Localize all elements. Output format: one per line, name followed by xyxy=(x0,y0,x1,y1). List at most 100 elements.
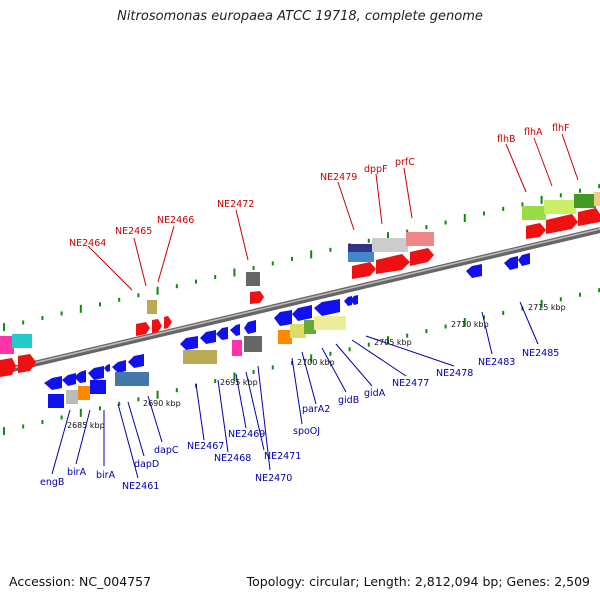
gene-block[interactable] xyxy=(594,192,600,206)
tick-mark xyxy=(41,315,44,320)
gene-block[interactable] xyxy=(522,206,546,220)
gene-arrow[interactable] xyxy=(136,322,150,336)
gene-arrow[interactable] xyxy=(230,324,240,336)
gene-label[interactable]: prfC xyxy=(395,157,415,168)
gene-block[interactable] xyxy=(246,272,260,286)
gene-label[interactable]: flhA xyxy=(524,127,543,138)
gene-arrow[interactable] xyxy=(104,364,110,372)
gene-block[interactable] xyxy=(278,330,292,344)
gene-arrow[interactable] xyxy=(180,336,198,350)
tick-mark xyxy=(559,297,562,302)
gene-label[interactable]: engB xyxy=(40,477,64,488)
gene-block[interactable] xyxy=(348,244,374,254)
gene-arrow[interactable] xyxy=(44,376,62,390)
gene-arrow[interactable] xyxy=(0,358,16,377)
gene-block[interactable] xyxy=(48,394,64,408)
forward-tick-track xyxy=(3,184,600,332)
gene-label[interactable]: gidA xyxy=(364,388,386,399)
gene-block[interactable] xyxy=(115,372,149,386)
gene-block[interactable] xyxy=(544,200,576,214)
gene-label[interactable]: NE2468 xyxy=(214,453,251,464)
gene-block[interactable] xyxy=(348,252,374,262)
gene-label[interactable]: NE2461 xyxy=(122,481,159,492)
gene-arrow[interactable] xyxy=(274,310,292,326)
gene-arrow[interactable] xyxy=(344,296,352,306)
gene-block[interactable] xyxy=(232,340,242,356)
gene-block[interactable] xyxy=(78,386,90,400)
gene-label[interactable]: flhF xyxy=(552,123,569,134)
gene-arrow[interactable] xyxy=(410,248,434,266)
gene-label[interactable]: NE2465 xyxy=(115,226,152,237)
gene-arrow[interactable] xyxy=(88,366,104,380)
gene-arrow[interactable] xyxy=(152,319,162,333)
gene-block[interactable] xyxy=(90,380,106,394)
gene-arrow[interactable] xyxy=(244,320,256,334)
gene-arrow[interactable] xyxy=(518,253,530,266)
gene-label[interactable]: birA xyxy=(96,470,116,481)
gene-label[interactable]: NE2464 xyxy=(69,238,106,249)
gene-arrow[interactable] xyxy=(578,208,600,226)
gene-arrow[interactable] xyxy=(164,316,172,329)
gene-arrow[interactable] xyxy=(314,299,340,316)
gene-label[interactable]: gidB xyxy=(338,395,359,406)
tick-mark xyxy=(367,342,370,347)
gene-arrow[interactable] xyxy=(18,354,36,373)
gene-label[interactable]: NE2467 xyxy=(187,441,224,452)
gene-arrow[interactable] xyxy=(250,291,264,304)
gene-arrow[interactable] xyxy=(526,223,546,239)
gene-label[interactable]: NE2471 xyxy=(264,451,301,462)
gene-label[interactable]: NE2483 xyxy=(478,357,515,368)
gene-block[interactable] xyxy=(574,194,596,208)
gene-arrow[interactable] xyxy=(128,354,144,368)
gene-label[interactable]: spoOJ xyxy=(293,426,320,437)
gene-block[interactable] xyxy=(12,334,32,348)
gene-arrow[interactable] xyxy=(352,262,376,279)
gene-block[interactable] xyxy=(147,300,157,314)
gene-label[interactable]: NE2477 xyxy=(392,378,429,389)
gene-label[interactable]: NE2469 xyxy=(228,429,265,440)
gene-label[interactable]: dapC xyxy=(154,445,179,456)
gene-arrow[interactable] xyxy=(200,330,216,344)
tick-mark xyxy=(175,388,178,393)
gene-block[interactable] xyxy=(244,336,262,352)
tick-mark xyxy=(579,188,581,193)
gene-arrow[interactable] xyxy=(112,360,126,373)
gene-label[interactable]: dapD xyxy=(134,459,159,470)
gene-label[interactable]: NE2470 xyxy=(255,473,292,484)
gene-label[interactable]: flhB xyxy=(497,134,516,145)
gene-block[interactable] xyxy=(304,320,316,334)
gene-block[interactable] xyxy=(406,232,434,246)
gene-label[interactable]: parA2 xyxy=(302,404,330,415)
gene-label[interactable]: NE2479 xyxy=(320,172,357,183)
tick-mark xyxy=(79,304,82,313)
gene-arrow[interactable] xyxy=(62,373,76,386)
gene-arrow[interactable] xyxy=(350,295,358,305)
gene-block[interactable] xyxy=(0,336,14,354)
gene-arrow[interactable] xyxy=(466,264,482,278)
kbp-label: 2685 kbp xyxy=(67,421,105,430)
gene-block[interactable] xyxy=(66,390,78,404)
gene-block[interactable] xyxy=(314,316,346,330)
gene-label[interactable]: NE2466 xyxy=(157,215,194,226)
gene-block[interactable] xyxy=(183,350,217,364)
tick-mark xyxy=(22,424,25,429)
gene-block[interactable] xyxy=(290,324,306,338)
gene-arrow[interactable] xyxy=(216,327,228,340)
gene-label[interactable]: NE2472 xyxy=(217,199,254,210)
tick-mark xyxy=(406,333,409,338)
kbp-label: 2705 kbp xyxy=(374,338,412,347)
gene-label[interactable]: NE2485 xyxy=(522,348,559,359)
gene-arrow[interactable] xyxy=(74,370,86,383)
gene-label[interactable]: NE2478 xyxy=(436,368,473,379)
gene-block[interactable] xyxy=(372,238,408,252)
gene-label[interactable]: dppF xyxy=(364,164,388,175)
gene-arrow[interactable] xyxy=(546,214,578,234)
gene-arrow[interactable] xyxy=(376,254,410,274)
gene-arrow[interactable] xyxy=(504,256,518,270)
gene-arrow[interactable] xyxy=(292,305,312,321)
tick-mark xyxy=(214,379,217,384)
tick-mark xyxy=(271,365,274,370)
tick-mark xyxy=(233,268,236,277)
gene-label[interactable]: birA xyxy=(67,467,87,478)
tick-mark xyxy=(79,408,82,417)
